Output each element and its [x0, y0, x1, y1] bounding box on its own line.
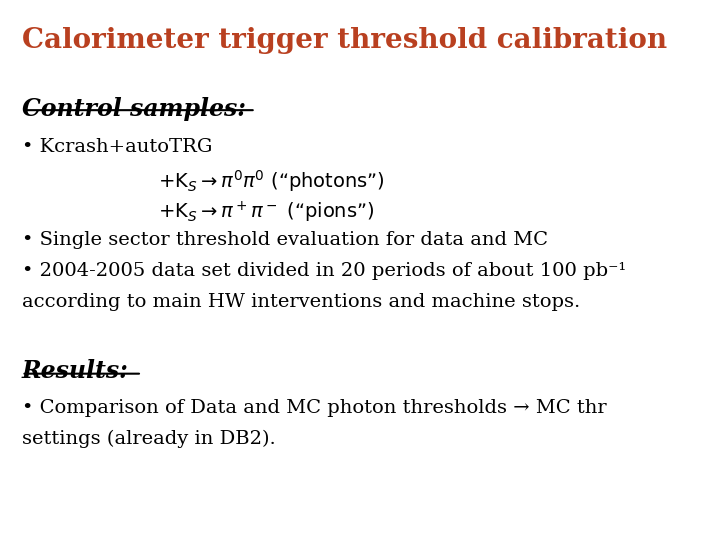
Text: $+ \mathrm{K}_S \rightarrow \pi^0\pi^0$ (“photons”): $+ \mathrm{K}_S \rightarrow \pi^0\pi^0$ …: [158, 168, 385, 194]
Text: $+ \mathrm{K}_S \rightarrow \pi^+\pi^-$ (“pions”): $+ \mathrm{K}_S \rightarrow \pi^+\pi^-$ …: [158, 200, 375, 225]
Text: Results:: Results:: [22, 359, 128, 383]
Text: Calorimeter trigger threshold calibration: Calorimeter trigger threshold calibratio…: [22, 27, 667, 54]
Text: • 2004-2005 data set divided in 20 periods of about 100 pb⁻¹: • 2004-2005 data set divided in 20 perio…: [22, 262, 626, 280]
Text: Control samples:: Control samples:: [22, 97, 246, 121]
Text: according to main HW interventions and machine stops.: according to main HW interventions and m…: [22, 293, 580, 310]
Text: • Single sector threshold evaluation for data and MC: • Single sector threshold evaluation for…: [22, 231, 548, 249]
Text: • Comparison of Data and MC photon thresholds → MC thr: • Comparison of Data and MC photon thres…: [22, 399, 606, 416]
Text: • Kcrash+autoTRG: • Kcrash+autoTRG: [22, 138, 212, 156]
Text: settings (already in DB2).: settings (already in DB2).: [22, 429, 275, 448]
